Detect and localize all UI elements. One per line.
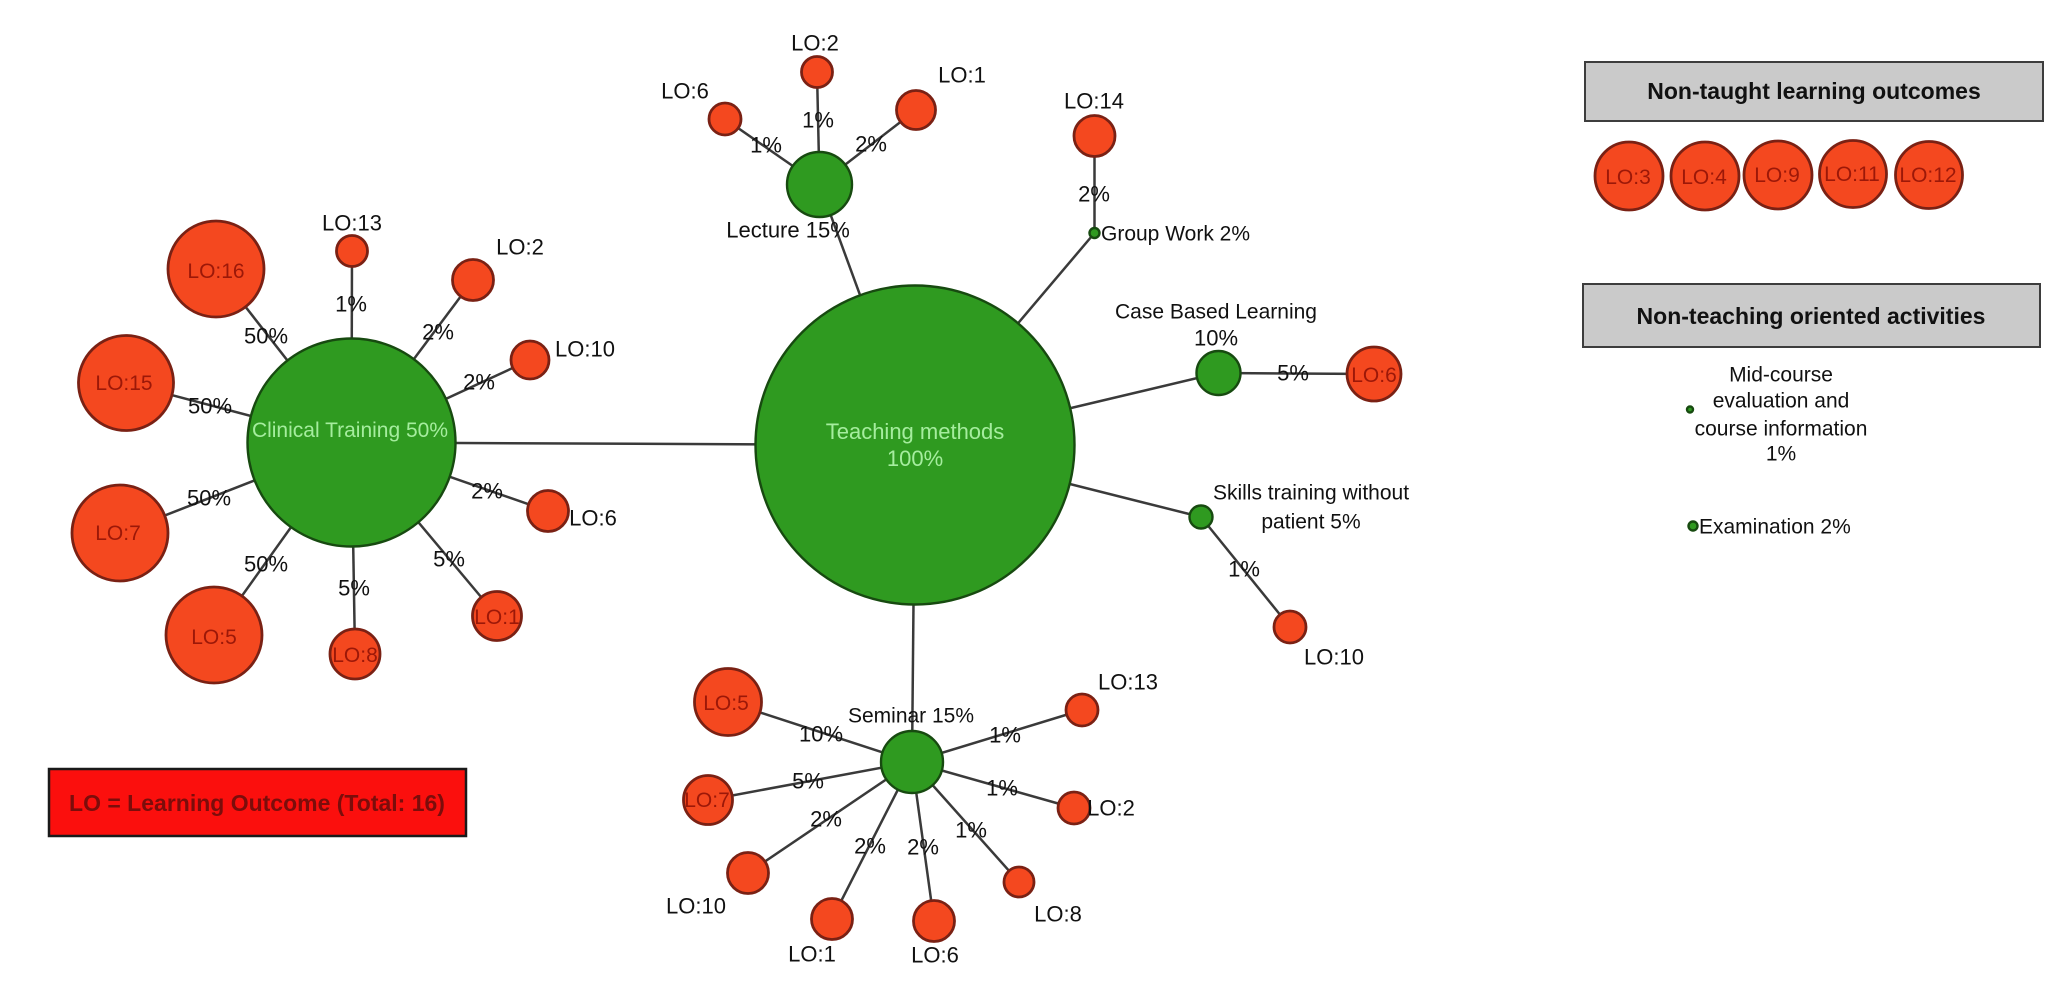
svg-text:1%: 1%	[989, 723, 1021, 748]
svg-text:1%: 1%	[802, 108, 834, 133]
svg-text:evaluation and: evaluation and	[1713, 390, 1850, 413]
svg-text:LO:12: LO:12	[1899, 164, 1956, 187]
svg-text:LO:2: LO:2	[496, 235, 544, 260]
svg-text:LO:1: LO:1	[938, 63, 986, 88]
svg-text:10%: 10%	[1194, 326, 1238, 351]
svg-text:Case Based Learning: Case Based Learning	[1115, 301, 1317, 324]
svg-text:LO:8: LO:8	[1034, 902, 1082, 927]
svg-text:LO:1: LO:1	[788, 942, 836, 967]
svg-text:LO:10: LO:10	[555, 337, 615, 362]
svg-text:1%: 1%	[1766, 443, 1796, 466]
svg-text:LO:6: LO:6	[911, 943, 959, 968]
svg-text:LO:6: LO:6	[569, 506, 617, 531]
svg-text:50%: 50%	[187, 486, 231, 511]
svg-text:Seminar 15%: Seminar 15%	[848, 705, 974, 728]
svg-text:course information: course information	[1695, 418, 1868, 441]
svg-text:10%: 10%	[799, 722, 843, 747]
svg-text:2%: 2%	[854, 834, 886, 859]
svg-text:1%: 1%	[955, 818, 987, 843]
svg-text:LO:7: LO:7	[95, 522, 141, 545]
svg-text:LO:15: LO:15	[95, 372, 152, 395]
svg-text:Lecture 15%: Lecture 15%	[726, 218, 850, 243]
svg-text:5%: 5%	[338, 576, 370, 601]
svg-text:5%: 5%	[792, 769, 824, 794]
svg-text:LO:8: LO:8	[332, 644, 378, 667]
svg-text:LO:2: LO:2	[791, 31, 839, 56]
svg-text:LO:10: LO:10	[666, 894, 726, 919]
svg-text:Teaching methods: Teaching methods	[826, 419, 1005, 444]
svg-text:Examination 2%: Examination 2%	[1699, 516, 1851, 539]
svg-text:LO:6: LO:6	[661, 79, 709, 104]
svg-text:50%: 50%	[244, 324, 288, 349]
svg-text:LO:7: LO:7	[684, 789, 730, 812]
svg-text:2%: 2%	[463, 370, 495, 395]
svg-text:LO:13: LO:13	[322, 211, 382, 236]
svg-text:patient 5%: patient 5%	[1261, 511, 1360, 534]
svg-text:5%: 5%	[1277, 361, 1309, 386]
svg-text:1%: 1%	[335, 292, 367, 317]
svg-text:2%: 2%	[1078, 182, 1110, 207]
svg-text:LO = Learning Outcome (Total:: LO = Learning Outcome (Total: 16)	[69, 790, 445, 816]
svg-text:2%: 2%	[907, 835, 939, 860]
svg-text:100%: 100%	[887, 446, 943, 471]
svg-text:1%: 1%	[750, 133, 782, 158]
svg-text:50%: 50%	[188, 394, 232, 419]
svg-text:2%: 2%	[855, 132, 887, 157]
svg-text:1%: 1%	[986, 776, 1018, 801]
svg-text:2%: 2%	[471, 479, 503, 504]
svg-text:50%: 50%	[244, 552, 288, 577]
svg-text:LO:11: LO:11	[1824, 163, 1880, 186]
svg-text:2%: 2%	[422, 320, 454, 345]
svg-text:LO:9: LO:9	[1754, 164, 1800, 187]
svg-text:LO:2: LO:2	[1087, 796, 1135, 821]
svg-text:Non-teaching oriented activiti: Non-teaching oriented activities	[1637, 303, 1986, 329]
svg-text:Group Work 2%: Group Work 2%	[1101, 223, 1250, 246]
svg-text:2%: 2%	[810, 807, 842, 832]
svg-text:1%: 1%	[1228, 557, 1260, 582]
svg-text:LO:4: LO:4	[1681, 166, 1727, 189]
svg-text:LO:1: LO:1	[474, 606, 520, 629]
svg-text:LO:5: LO:5	[191, 626, 237, 649]
svg-text:LO:13: LO:13	[1098, 670, 1158, 695]
svg-text:Non-taught learning outcomes: Non-taught learning outcomes	[1647, 78, 1981, 104]
svg-text:LO:5: LO:5	[703, 692, 749, 715]
svg-text:LO:10: LO:10	[1304, 645, 1364, 670]
svg-text:LO:14: LO:14	[1064, 89, 1124, 114]
svg-text:Skills training without: Skills training without	[1213, 482, 1409, 505]
svg-text:LO:16: LO:16	[187, 260, 244, 283]
svg-text:5%: 5%	[433, 547, 465, 572]
svg-text:LO:6: LO:6	[1351, 364, 1397, 387]
svg-text:LO:3: LO:3	[1605, 166, 1651, 189]
svg-text:Clinical Training 50%: Clinical Training 50%	[252, 419, 448, 442]
svg-text:Mid-course: Mid-course	[1729, 364, 1833, 387]
